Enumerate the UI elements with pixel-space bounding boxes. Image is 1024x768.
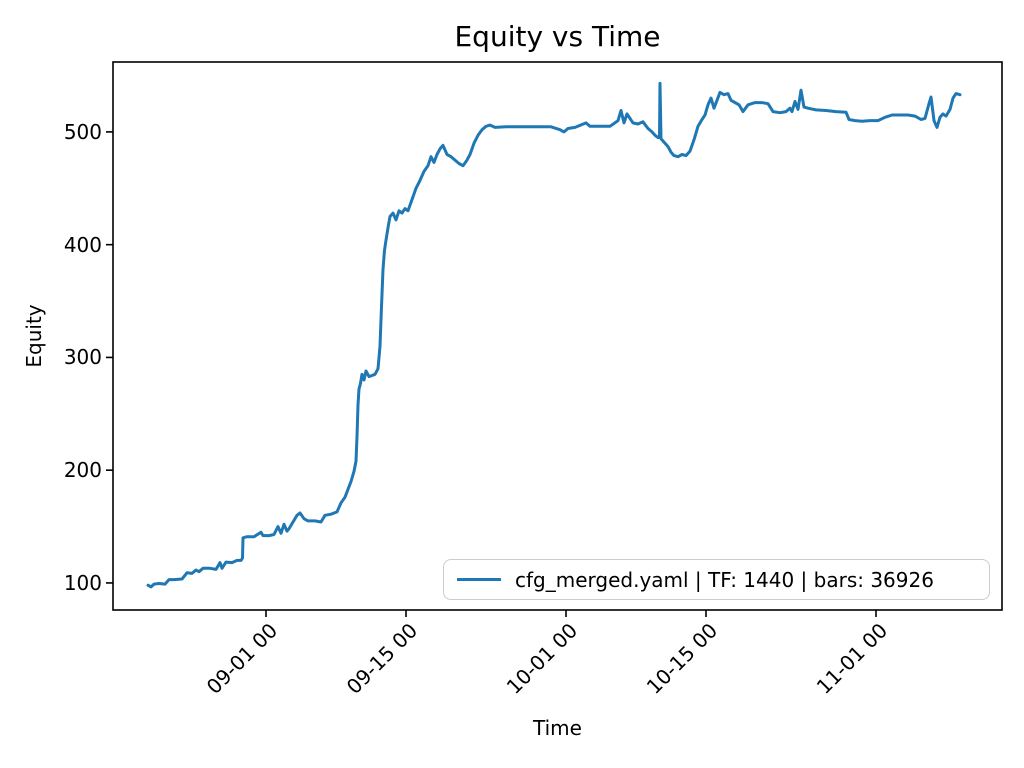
chart-title: Equity vs Time (454, 20, 661, 53)
y-tick-label: 500 (63, 119, 102, 144)
y-tick-label: 300 (63, 345, 102, 370)
equity-line (146, 81, 962, 589)
y-tick-label: 400 (63, 232, 102, 257)
x-axis-label: Time (533, 716, 582, 740)
y-tick-label: 200 (63, 458, 102, 483)
legend-line-sample (457, 577, 501, 582)
legend: cfg_merged.yaml | TF: 1440 | bars: 36926 (443, 559, 990, 600)
legend-label: cfg_merged.yaml | TF: 1440 | bars: 36926 (515, 567, 934, 592)
axes-spines (112, 61, 1003, 611)
y-tick-label: 100 (63, 570, 102, 595)
